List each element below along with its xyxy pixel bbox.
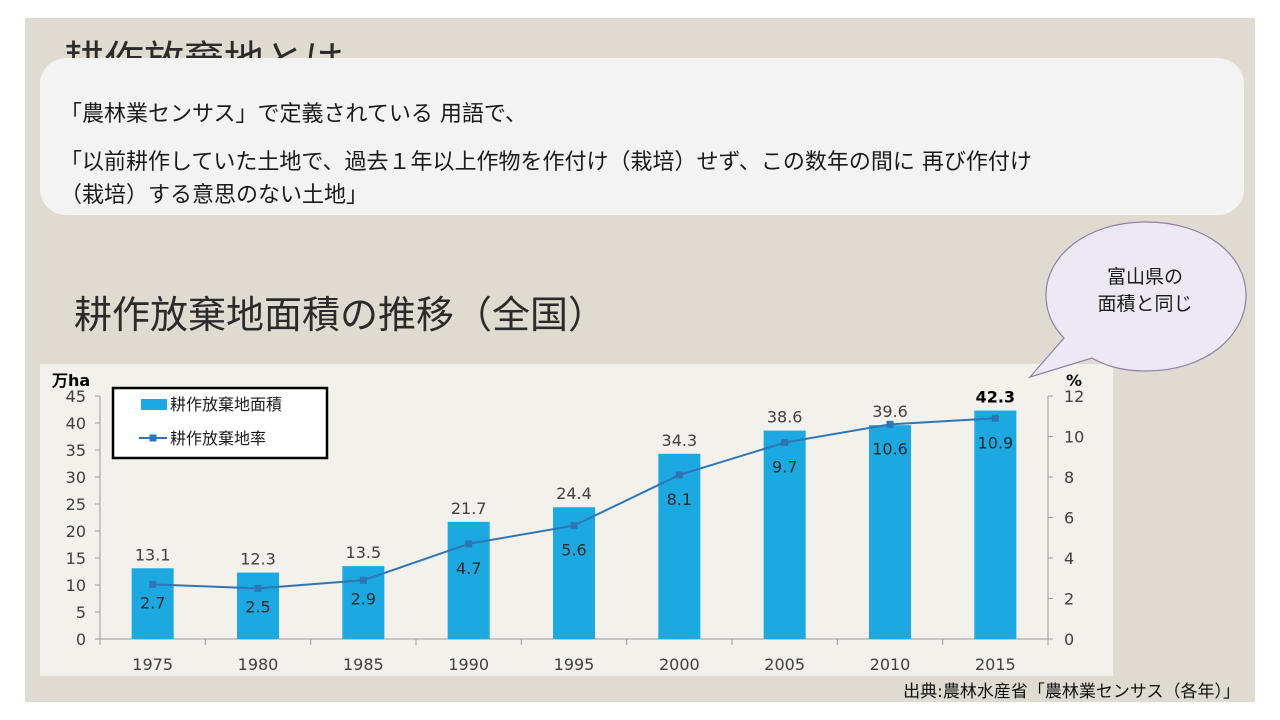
right-axis-unit: % bbox=[1066, 371, 1082, 390]
rate-data-label: 10.6 bbox=[872, 439, 908, 458]
callout-line-2: 面積と同じ bbox=[1097, 293, 1193, 315]
legend-line-marker bbox=[149, 434, 157, 442]
x-tick-label: 1995 bbox=[554, 655, 595, 674]
right-tick-label: 0 bbox=[1064, 630, 1074, 649]
right-tick-label: 6 bbox=[1064, 509, 1074, 528]
left-tick-label: 20 bbox=[66, 522, 86, 541]
right-tick-label: 4 bbox=[1064, 549, 1074, 568]
definition-line-2: 「以前耕作していた土地で、過去１年以上作物を作付け（栽培）せず、この数年の間に … bbox=[60, 150, 1032, 175]
legend-bar-swatch bbox=[141, 399, 167, 410]
callout-text: 富山県の 面積と同じ bbox=[1052, 264, 1238, 318]
bar bbox=[658, 453, 701, 639]
bar-data-label: 24.4 bbox=[556, 484, 592, 503]
callout-line-1: 富山県の bbox=[1106, 266, 1183, 288]
x-tick-label: 1975 bbox=[132, 655, 173, 674]
rate-data-label: 2.9 bbox=[351, 589, 376, 608]
left-tick-label: 45 bbox=[66, 387, 86, 406]
rate-point bbox=[991, 414, 999, 422]
rate-point bbox=[359, 576, 367, 584]
left-tick-label: 0 bbox=[76, 630, 86, 649]
bar-data-label: 38.6 bbox=[767, 408, 803, 427]
legend-bar-label: 耕作放棄地面積 bbox=[170, 395, 282, 414]
x-tick-label: 1990 bbox=[448, 655, 489, 674]
bar-data-label: 34.3 bbox=[662, 431, 698, 450]
rate-data-label: 4.7 bbox=[456, 559, 481, 578]
left-tick-label: 30 bbox=[66, 468, 86, 487]
bar-data-label: 21.7 bbox=[451, 499, 487, 518]
left-tick-label: 5 bbox=[76, 603, 86, 622]
bar bbox=[869, 425, 911, 639]
definition-line-3: （栽培）する意思のない土地」 bbox=[60, 183, 369, 208]
rate-data-label: 5.6 bbox=[561, 541, 586, 560]
x-tick-label: 2010 bbox=[870, 655, 911, 674]
left-tick-label: 15 bbox=[66, 549, 86, 568]
rate-data-label: 8.1 bbox=[667, 490, 692, 509]
source-note: 出典:農林水産省「農林業センサス（各年）」 bbox=[903, 682, 1240, 702]
rate-point bbox=[886, 420, 894, 428]
rate-data-label: 2.7 bbox=[140, 593, 165, 612]
bar bbox=[763, 430, 806, 639]
x-tick-label: 1980 bbox=[238, 655, 279, 674]
right-tick-label: 12 bbox=[1064, 387, 1084, 406]
rate-point bbox=[675, 471, 683, 479]
legend-box bbox=[111, 386, 329, 460]
legend-line-label: 耕作放棄地率 bbox=[170, 429, 266, 448]
left-tick-label: 35 bbox=[66, 441, 86, 460]
x-tick-label: 2015 bbox=[975, 655, 1016, 674]
bar bbox=[974, 410, 1017, 639]
right-tick-label: 10 bbox=[1064, 428, 1084, 447]
rate-data-label: 2.5 bbox=[245, 597, 270, 616]
left-tick-label: 40 bbox=[66, 414, 86, 433]
left-axis-unit: 万ha bbox=[51, 371, 90, 390]
x-tick-label: 1985 bbox=[343, 655, 384, 674]
rate-point bbox=[570, 522, 578, 530]
chart-title: 耕作放棄地面積の推移（全国） bbox=[74, 293, 607, 337]
bar-data-label: 13.5 bbox=[346, 543, 382, 562]
rate-point bbox=[781, 439, 789, 447]
rate-point bbox=[149, 580, 157, 588]
left-tick-label: 25 bbox=[66, 495, 86, 514]
rate-point bbox=[254, 584, 262, 592]
bar-data-label: 13.1 bbox=[135, 545, 171, 564]
rate-point bbox=[465, 540, 473, 548]
bar-data-label: 12.3 bbox=[240, 550, 276, 569]
right-tick-label: 2 bbox=[1064, 590, 1074, 609]
bar bbox=[447, 521, 490, 639]
rate-data-label: 9.7 bbox=[772, 458, 797, 477]
bar-data-label: 39.6 bbox=[872, 402, 908, 421]
x-tick-label: 2000 bbox=[659, 655, 700, 674]
callout-shape bbox=[1028, 221, 1247, 379]
x-tick-label: 2005 bbox=[764, 655, 805, 674]
bar bbox=[553, 507, 595, 639]
left-tick-label: 10 bbox=[66, 576, 86, 595]
bar bbox=[131, 568, 174, 639]
bar-data-label: 42.3 bbox=[976, 388, 1015, 407]
right-tick-label: 8 bbox=[1064, 468, 1074, 487]
definition-line-1: 「農林業センサス」で定義されている 用語で、 bbox=[60, 102, 528, 127]
rate-data-label: 10.9 bbox=[978, 433, 1014, 452]
bar bbox=[237, 572, 279, 639]
definition-box bbox=[40, 58, 1244, 215]
